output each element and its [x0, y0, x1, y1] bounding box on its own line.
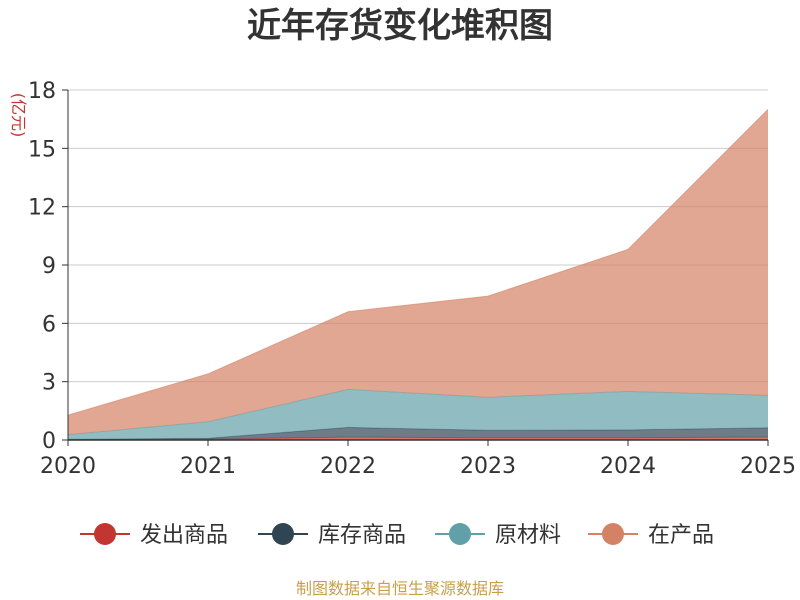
x-tick-label: 2023: [460, 454, 516, 479]
y-tick-label: 18: [28, 79, 56, 104]
y-tick-label: 6: [42, 312, 56, 337]
area-在产品: [68, 109, 768, 435]
legend-marker: [602, 523, 624, 545]
area-series: [67, 109, 769, 440]
legend-label: 在产品: [648, 523, 714, 548]
y-tick-label: 15: [28, 137, 56, 162]
data-source-note: 制图数据来自恒生聚源数据库: [296, 579, 504, 598]
x-tick-label: 2020: [40, 454, 96, 479]
axes: 0 3 6 9 12 15 18 2020 2021 2022 2023 2024 2025: [28, 79, 796, 479]
legend-label: 原材料: [495, 523, 561, 548]
x-tick-label: 2022: [320, 454, 376, 479]
x-tick-label: 2024: [600, 454, 656, 479]
y-axis-label: (亿元): [9, 93, 28, 138]
y-tick-label: 0: [42, 429, 56, 454]
legend-marker: [272, 523, 294, 545]
y-tick-label: 12: [28, 196, 56, 221]
x-tick-label: 2021: [180, 454, 236, 479]
line-在产品: [67, 109, 769, 416]
x-tick-label: 2025: [740, 454, 796, 479]
legend-marker: [449, 523, 471, 545]
legend-label: 发出商品: [140, 523, 228, 548]
y-tick-label: 3: [42, 371, 56, 396]
legend-label: 库存商品: [318, 523, 406, 548]
y-tick-label: 9: [42, 254, 56, 279]
legend-marker: [94, 523, 116, 545]
legend: 发出商品 库存商品 原材料 在产品: [80, 523, 714, 548]
chart-title: 近年存货变化堆积图: [247, 6, 553, 46]
area-原材料: [68, 389, 768, 440]
